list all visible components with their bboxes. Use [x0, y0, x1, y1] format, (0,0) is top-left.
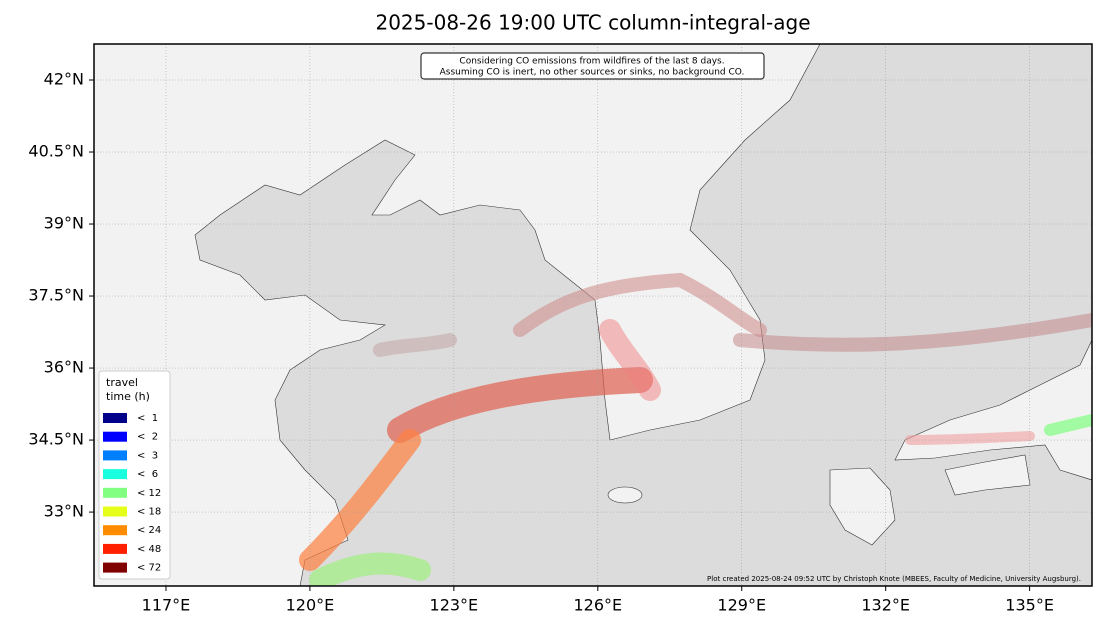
frame	[93, 43, 1093, 587]
map-area	[94, 44, 1092, 586]
legend-label: < 18	[137, 507, 161, 518]
legend-label: < 3	[137, 450, 158, 461]
x-tick-label: 126°E	[573, 596, 622, 615]
legend-swatch	[103, 469, 127, 480]
y-tick-label: 33°N	[44, 502, 84, 521]
y-tick-label: 37.5°N	[28, 286, 84, 305]
y-tick-label: 42°N	[44, 70, 84, 89]
title: 2025-08-26 19:00 UTC column-integral-age	[375, 11, 810, 35]
legend-swatch	[103, 543, 127, 554]
legend-label: < 1	[137, 413, 158, 424]
note-box	[420, 52, 765, 80]
y-tick-label: 34.5°N	[28, 430, 84, 449]
x-tick-label: 132°E	[861, 596, 910, 615]
x-tick-label: 120°E	[286, 596, 335, 615]
smoke-plumes	[299, 272, 1092, 586]
land-honshu	[894, 339, 1092, 481]
credit: Plot created 2025-08-24 09:52 UTC by Chr…	[707, 575, 1081, 583]
land-jeju	[607, 486, 643, 504]
legend-label: < 72	[137, 563, 161, 574]
land-shikoku	[944, 454, 1031, 496]
legend-label: < 6	[137, 469, 158, 480]
legend-label: < 24	[137, 525, 161, 536]
legend-title: time (h)	[106, 390, 150, 403]
legend-swatch	[103, 562, 127, 573]
legend-swatch	[103, 413, 127, 423]
note-line: Considering CO emissions from wildfires …	[459, 57, 724, 67]
legend-swatch	[103, 506, 127, 517]
legend-title: travel	[106, 376, 138, 389]
graticule	[94, 44, 1092, 586]
x-tick-label: 117°E	[142, 596, 191, 615]
legend-swatch	[103, 450, 127, 461]
x-tick-label: 135°E	[1005, 596, 1054, 615]
land-mainland	[94, 44, 821, 586]
x-tick-label: 129°E	[717, 596, 766, 615]
legend-swatch	[103, 431, 127, 442]
y-tick-label: 39°N	[44, 214, 84, 233]
legend-label: < 2	[137, 432, 158, 443]
land-kyushu	[829, 467, 896, 546]
note-line: Assuming CO is inert, no other sources o…	[440, 68, 745, 78]
x-tick-label: 123°E	[430, 596, 479, 615]
legend-swatch	[103, 525, 127, 536]
y-tick-label: 40.5°N	[28, 142, 84, 161]
legend-swatch	[103, 487, 127, 498]
y-tick-label: 36°N	[44, 358, 84, 377]
legend-label: < 48	[137, 544, 161, 555]
legend-label: < 12	[137, 488, 161, 499]
